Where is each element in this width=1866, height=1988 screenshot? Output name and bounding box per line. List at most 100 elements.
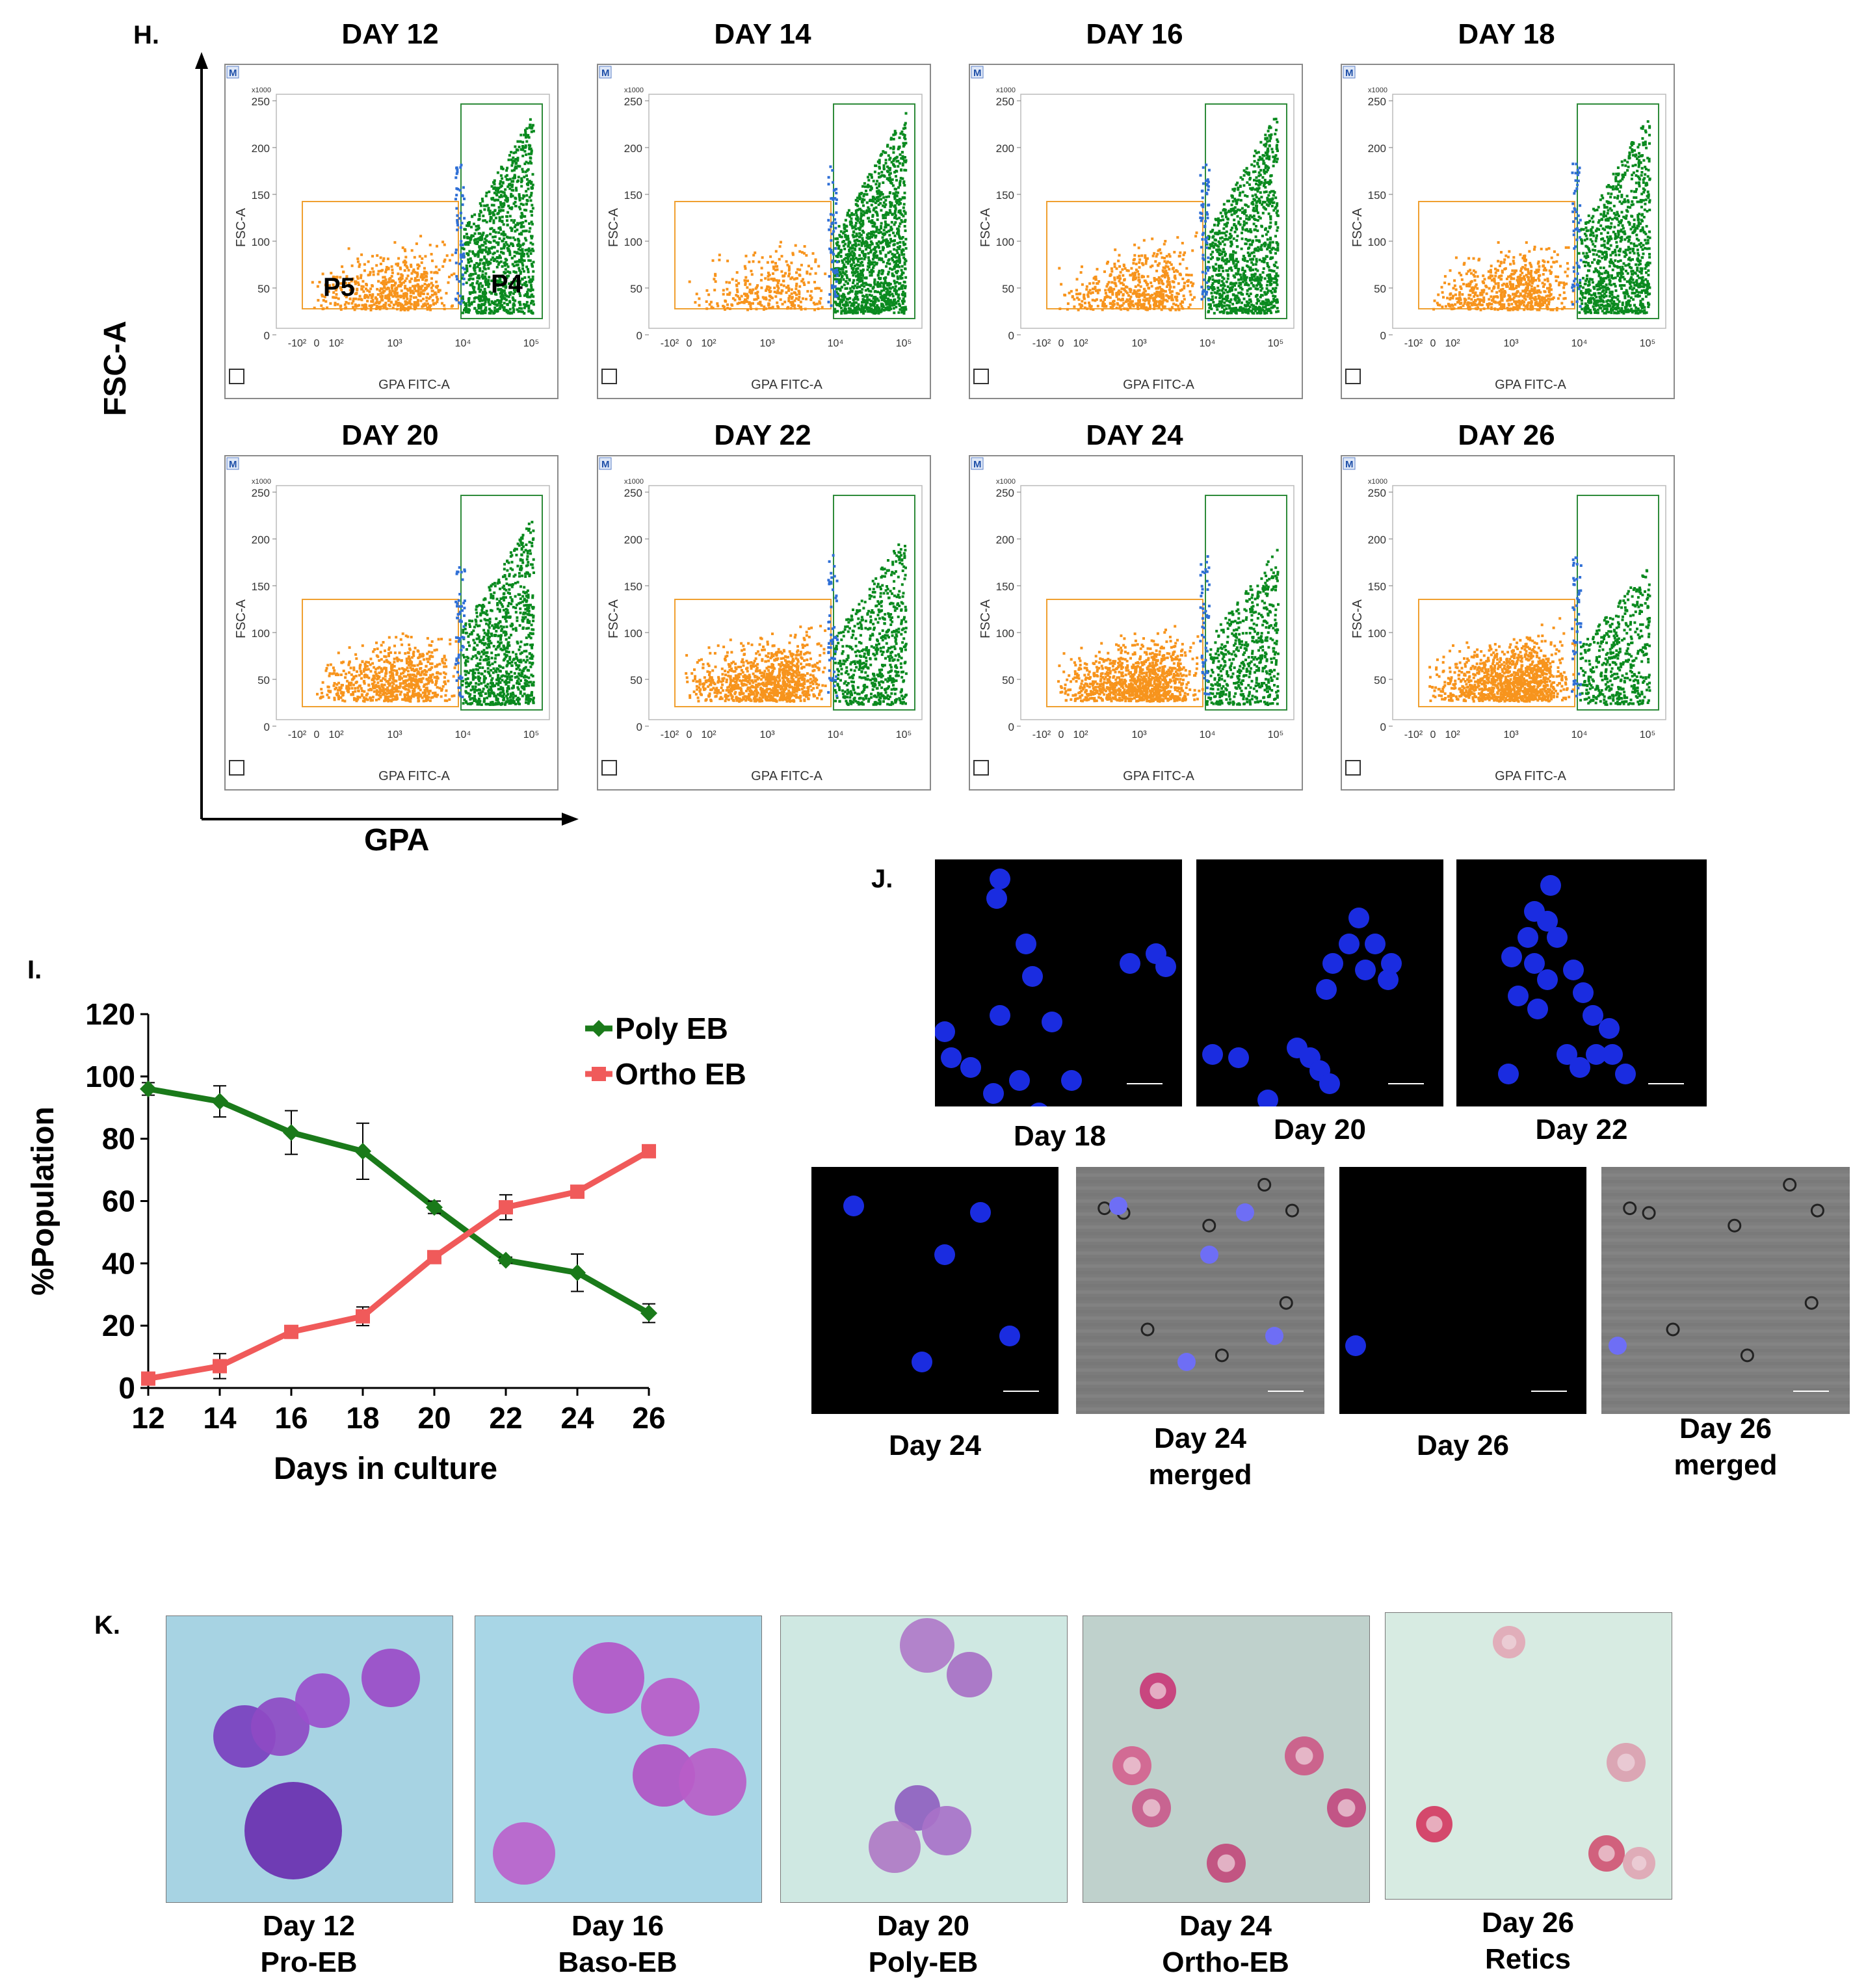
y-tick-label: 200 xyxy=(624,142,642,155)
y-axis-title: %Population xyxy=(26,1106,60,1296)
green-population xyxy=(834,112,908,315)
y-tick-label: 100 xyxy=(624,627,642,640)
x-tick-label: 0 xyxy=(314,338,320,349)
nucleus-dot xyxy=(934,1244,955,1265)
caption-day18: Day 18 xyxy=(1014,1120,1106,1152)
gpa-axis-label: GPA FITC-A xyxy=(378,378,450,392)
panel-j-letter: J. xyxy=(871,865,893,893)
corner-square-icon xyxy=(973,760,989,776)
caption-day22: Day 22 xyxy=(1535,1114,1628,1145)
orange-population xyxy=(688,241,827,311)
nucleus-dot xyxy=(970,1202,991,1223)
cell-ghost xyxy=(1279,1296,1293,1310)
stain-caption-day26-day: Day 26 xyxy=(1482,1907,1574,1939)
gate-p5 xyxy=(674,599,832,707)
nucleus-dot xyxy=(1016,934,1036,954)
m-badge-label: M xyxy=(1345,68,1354,79)
nucleus-dot xyxy=(1061,1070,1082,1091)
orange-population xyxy=(685,625,827,703)
m-badge-icon xyxy=(971,457,984,470)
corner-square-icon xyxy=(601,760,617,776)
stain-caption-day16: Day 16 Baso-EB xyxy=(475,1908,761,1981)
point-marker xyxy=(570,1184,585,1199)
nucleus-dot xyxy=(1257,1090,1278,1106)
gate-p5-label: P5 xyxy=(323,273,355,302)
caption-day24-merged-line2: merged xyxy=(1148,1459,1252,1491)
cell-ghost xyxy=(1257,1177,1272,1192)
nucleus-dot xyxy=(1316,979,1337,1000)
fc-title-1: DAY 14 xyxy=(714,18,811,50)
gpa-axis-label: GPA FITC-A xyxy=(1495,378,1566,392)
gate-p4 xyxy=(1205,495,1287,711)
nucleus-dot xyxy=(912,1352,932,1372)
stained-cell xyxy=(295,1673,350,1728)
fsc-axis-label: FSC-A xyxy=(607,599,621,638)
gate-p5 xyxy=(1046,599,1203,707)
x-tick-label: -10² xyxy=(1404,729,1423,740)
nucleus-dot xyxy=(1339,934,1360,954)
x-tick-label: 20 xyxy=(417,1401,451,1435)
nucleus-dot xyxy=(935,1021,955,1042)
cell-ghost xyxy=(1140,1322,1155,1337)
nucleus-dot xyxy=(1524,953,1545,974)
green-population xyxy=(834,543,908,706)
point-marker xyxy=(140,1080,157,1097)
y-tick-label: 150 xyxy=(624,581,642,593)
y-tick-label: 150 xyxy=(996,189,1014,202)
nucleus-dot xyxy=(1570,1057,1590,1078)
y-tick-label: 250 xyxy=(1368,487,1386,499)
y-tick-label: 150 xyxy=(1368,581,1386,593)
nucleus-dot xyxy=(1319,1073,1340,1094)
nucleus-dot xyxy=(1573,982,1594,1003)
cell-ghost xyxy=(1215,1348,1229,1363)
m-badge-label: M xyxy=(601,68,610,79)
stain-day16 xyxy=(475,1615,762,1903)
cell-center xyxy=(1501,1634,1517,1650)
point-marker xyxy=(640,1305,657,1322)
point-marker xyxy=(354,1142,371,1160)
gate-p4-label: P4 xyxy=(491,270,523,298)
nucleus-dot xyxy=(1345,1335,1366,1356)
cell-center xyxy=(1617,1753,1635,1772)
y-tick-label: 250 xyxy=(996,96,1014,108)
y-tick-label: 250 xyxy=(996,487,1014,499)
corner-square-icon xyxy=(601,369,617,384)
green-population xyxy=(461,118,535,315)
x-tick-label: 10⁴ xyxy=(1200,729,1216,740)
fsc-axis-label: FSC-A xyxy=(1350,599,1365,638)
panel-h-big-axes xyxy=(195,52,579,826)
cell-ghost xyxy=(1740,1348,1754,1363)
plot-frame xyxy=(276,94,550,329)
cell-center xyxy=(1142,1799,1161,1817)
orange-population xyxy=(311,235,456,311)
plot-frame xyxy=(276,485,550,720)
y-tick-label: 250 xyxy=(1368,96,1386,108)
cell-center xyxy=(1337,1799,1356,1817)
gpa-axis-label: GPA FITC-A xyxy=(751,769,822,783)
y-tick-label: 0 xyxy=(264,721,270,733)
x-tick-label: 10⁵ xyxy=(1268,729,1283,740)
orange-population xyxy=(316,632,458,703)
nucleus-dot xyxy=(1540,875,1561,896)
micrograph-day22 xyxy=(1456,859,1707,1106)
m-badge-label: M xyxy=(601,459,610,470)
nucleus-dot xyxy=(1518,927,1538,948)
y-tick-label: 50 xyxy=(1002,674,1014,687)
m-badge-label: M xyxy=(973,459,982,470)
fc-title-7: DAY 26 xyxy=(1458,419,1555,451)
fsc-axis-label: FSC-A xyxy=(234,207,248,247)
series-line-0 xyxy=(148,1086,651,1316)
x-tick-label: 22 xyxy=(489,1401,522,1435)
stained-cell xyxy=(900,1618,954,1673)
orange-population xyxy=(1432,241,1575,311)
green-population xyxy=(1578,569,1651,706)
y-unit-label: x1000 xyxy=(252,86,271,94)
nucleus-dot xyxy=(986,888,1007,909)
m-badge-icon xyxy=(226,66,239,79)
y-tick-label: 50 xyxy=(257,283,270,295)
stain-caption-day16-day: Day 16 xyxy=(572,1910,664,1942)
